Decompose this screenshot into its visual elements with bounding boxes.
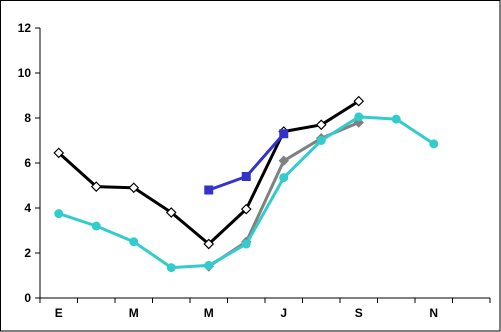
data-point — [241, 172, 251, 181]
data-point — [391, 114, 401, 124]
x-tick-label: S — [355, 306, 363, 320]
data-point — [203, 238, 215, 250]
y-tick-label: 6 — [24, 156, 31, 170]
data-point — [54, 209, 64, 219]
data-point — [240, 203, 252, 215]
data-point — [241, 239, 251, 249]
x-tick-label: J — [280, 306, 287, 320]
y-tick-label: 12 — [18, 21, 32, 35]
data-point — [204, 260, 214, 270]
y-axis: 0 2 4 6 8 10 12 — [18, 21, 41, 305]
series-4 — [54, 112, 439, 273]
data-point — [429, 139, 439, 149]
data-point — [165, 207, 177, 218]
data-point — [354, 112, 364, 122]
data-point — [128, 182, 140, 194]
y-tick-label: 8 — [24, 111, 31, 125]
data-point — [204, 185, 214, 195]
series-2 — [204, 129, 289, 195]
data-point — [279, 129, 289, 139]
data-point — [53, 147, 65, 159]
y-tick-label: 0 — [24, 291, 31, 305]
x-tick-label: M — [204, 306, 214, 320]
y-tick-label: 4 — [24, 201, 31, 215]
x-tick-label: E — [55, 306, 63, 320]
y-tick-label: 2 — [24, 246, 31, 260]
data-point — [91, 221, 101, 231]
x-tick-label: N — [429, 306, 438, 320]
data-point — [278, 155, 289, 166]
data-point — [90, 181, 102, 192]
data-point — [129, 237, 139, 247]
series-group — [53, 95, 439, 273]
x-tick-label: M — [129, 306, 139, 320]
data-point — [279, 173, 289, 183]
y-tick-label: 10 — [18, 66, 32, 80]
data-point — [316, 136, 326, 145]
data-point — [166, 263, 176, 273]
data-point — [353, 95, 365, 107]
data-point — [315, 119, 327, 131]
